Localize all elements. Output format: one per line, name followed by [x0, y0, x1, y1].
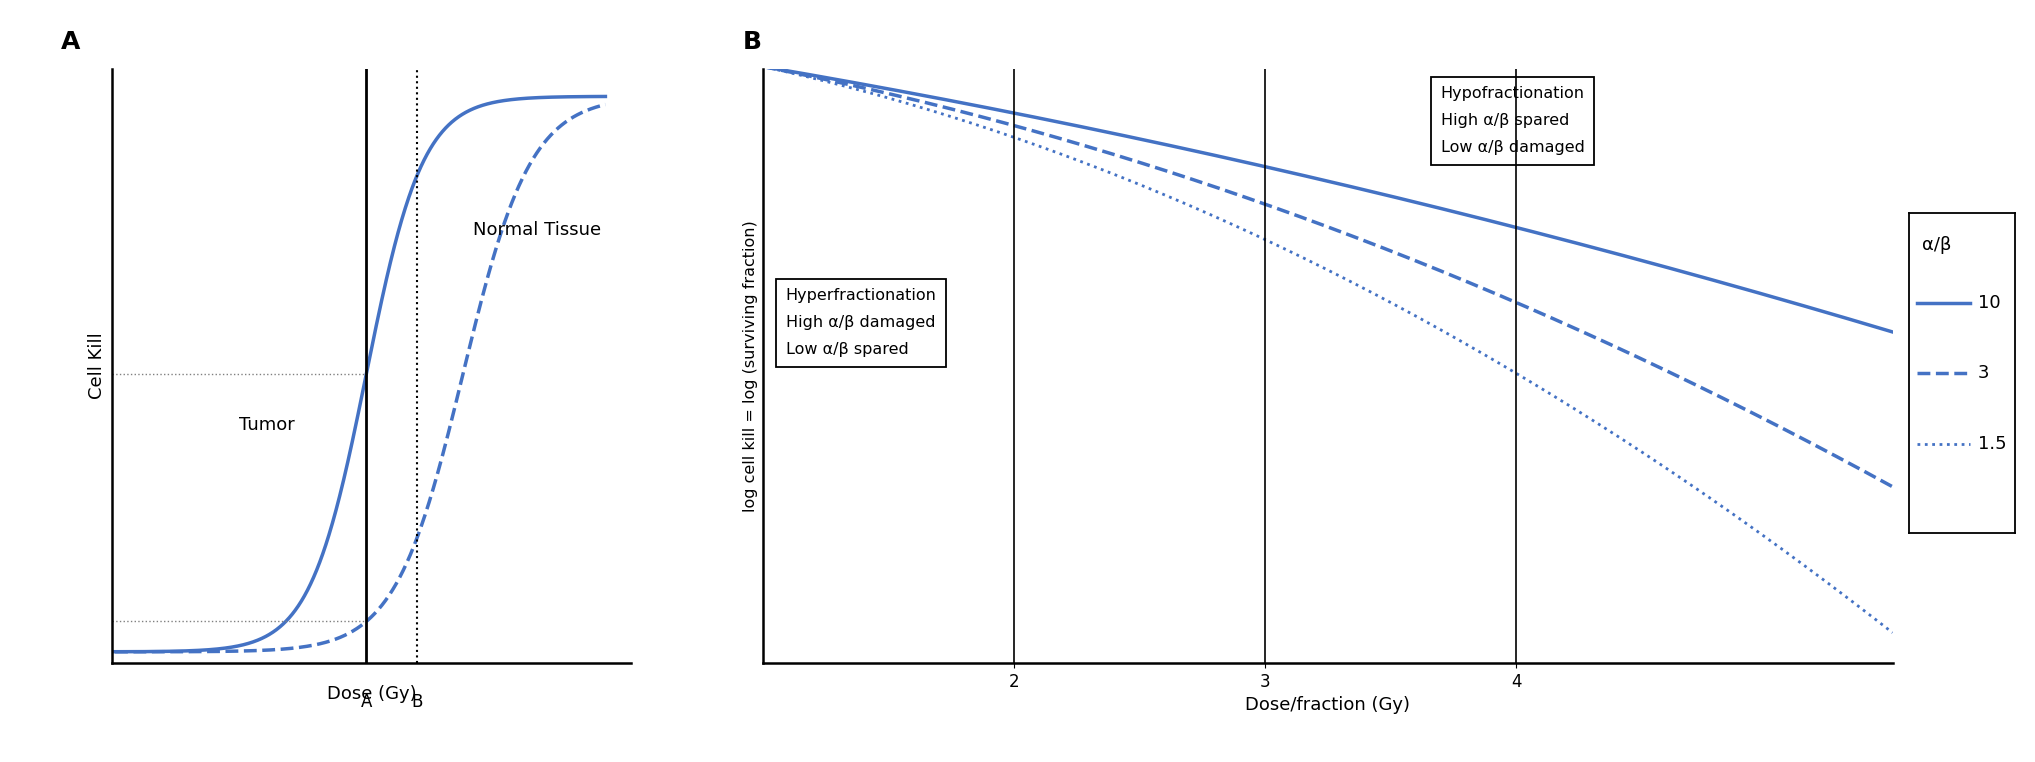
- Text: 3: 3: [1978, 364, 1988, 383]
- Text: B: B: [743, 30, 761, 54]
- Text: A: A: [61, 30, 81, 54]
- Text: 1.5: 1.5: [1978, 435, 2007, 453]
- Text: α/β: α/β: [1921, 235, 1952, 254]
- Text: Normal Tissue: Normal Tissue: [472, 221, 600, 239]
- Y-axis label: Cell Kill: Cell Kill: [88, 332, 106, 399]
- Text: B: B: [411, 693, 423, 712]
- Text: Hypofractionation
High α/β spared
Low α/β damaged: Hypofractionation High α/β spared Low α/…: [1441, 86, 1585, 155]
- Text: Hyperfractionation
High α/β damaged
Low α/β spared: Hyperfractionation High α/β damaged Low …: [786, 289, 936, 357]
- Y-axis label: log cell kill = log (surviving fraction): log cell kill = log (surviving fraction): [743, 220, 757, 511]
- Text: 10: 10: [1978, 294, 2000, 312]
- X-axis label: Dose (Gy): Dose (Gy): [326, 685, 417, 703]
- Text: Tumor: Tumor: [240, 415, 295, 434]
- Text: A: A: [360, 693, 372, 712]
- X-axis label: Dose/fraction (Gy): Dose/fraction (Gy): [1245, 696, 1410, 714]
